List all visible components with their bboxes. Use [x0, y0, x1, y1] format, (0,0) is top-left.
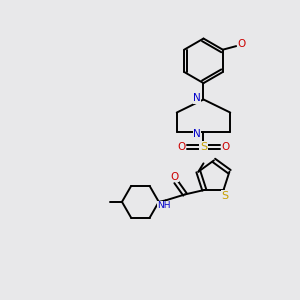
Text: O: O: [222, 142, 230, 152]
Text: O: O: [237, 39, 246, 49]
Text: O: O: [177, 142, 185, 152]
Text: S: S: [200, 142, 207, 152]
Text: NH: NH: [158, 201, 171, 210]
Text: O: O: [170, 172, 178, 182]
Text: N: N: [193, 129, 201, 139]
Text: N: N: [193, 93, 201, 103]
Text: S: S: [221, 191, 229, 201]
